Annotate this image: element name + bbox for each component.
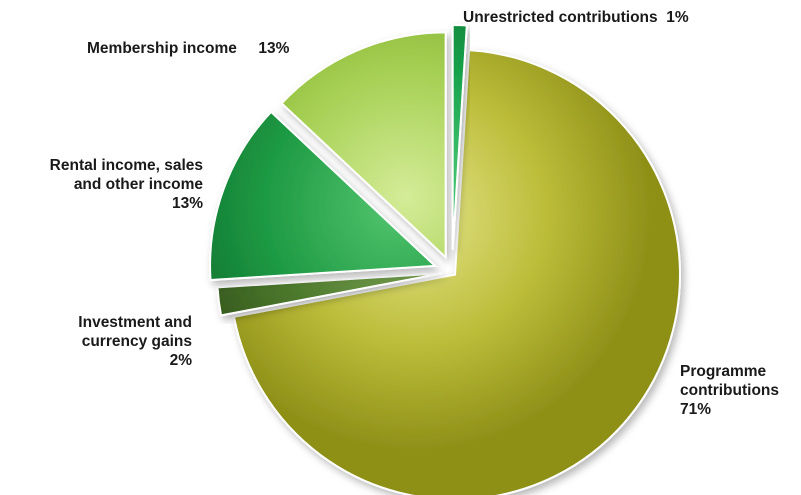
slice-unrestricted	[451, 24, 468, 251]
label-unrestricted-text: Unrestricted contributions 1%	[463, 9, 689, 26]
label-membership-text: Membership income 13%	[87, 40, 290, 57]
label-rental: Rental income, sales and other income 13…	[50, 156, 203, 213]
slice-programme	[232, 49, 681, 495]
label-programme-pct: 71%	[680, 401, 712, 418]
slice-membership	[280, 31, 447, 260]
label-programme: Programme contributions 71%	[680, 362, 779, 419]
label-investment: Investment and currency gains 2%	[78, 313, 192, 370]
label-rental-line2: and other income	[73, 176, 203, 193]
slice-investment	[216, 272, 443, 317]
label-membership: Membership income 13%	[87, 39, 289, 58]
label-unrestricted: Unrestricted contributions 1%	[463, 8, 689, 27]
label-investment-line1: Investment and	[78, 314, 192, 331]
slice-rental	[209, 110, 438, 282]
label-rental-line1: Rental income, sales	[49, 157, 203, 174]
label-programme-line1: Programme	[680, 363, 767, 380]
label-rental-pct: 13%	[171, 195, 203, 212]
label-programme-line2: contributions	[680, 382, 780, 399]
label-investment-line2: currency gains	[81, 333, 192, 350]
label-investment-pct: 2%	[169, 352, 192, 369]
